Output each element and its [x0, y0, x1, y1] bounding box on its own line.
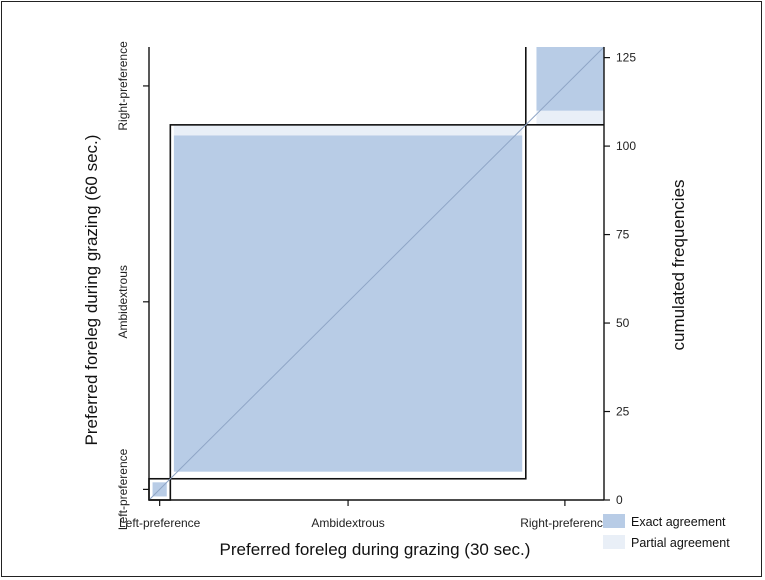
legend-label-exact: Exact agreement — [631, 515, 726, 529]
x-tick-label-2: Right-preference — [520, 516, 610, 530]
partial-agreement-region-0 — [173, 124, 523, 136]
y2-axis-title: cumulated frequencies — [669, 179, 688, 350]
y-tick-label-1: Ambidextrous — [116, 265, 130, 338]
partial-agreement-region-1 — [536, 110, 604, 125]
category-box-1 — [169, 124, 527, 480]
diagonal-line — [148, 46, 605, 501]
y2-tick-label-4: 100 — [616, 139, 636, 153]
y2-tick-label-2: 50 — [616, 316, 630, 330]
exact-agreement-cell-1 — [173, 135, 523, 472]
y-axis-title: Preferred foreleg during grazing (60 sec… — [82, 135, 101, 446]
legend-swatch-partial — [603, 535, 625, 549]
x-tick-label-1: Ambidextrous — [311, 516, 384, 530]
y-tick-label-2: Right-preference — [116, 41, 130, 131]
y2-tick-label-5: 125 — [616, 51, 636, 65]
legend-swatch-exact — [603, 514, 625, 528]
x-tick-label-0: Left-preference — [119, 516, 201, 530]
y2-tick-label-0: 0 — [616, 493, 623, 507]
legend-label-partial: Partial agreement — [631, 536, 730, 550]
y2-tick-label-1: 25 — [616, 405, 630, 419]
x-axis-title: Preferred foreleg during grazing (30 sec… — [220, 540, 531, 559]
y-tick-label-0: Left-preference — [116, 448, 130, 530]
legend: Exact agreement Partial agreement — [603, 514, 730, 550]
y2-tick-label-3: 75 — [616, 228, 630, 242]
